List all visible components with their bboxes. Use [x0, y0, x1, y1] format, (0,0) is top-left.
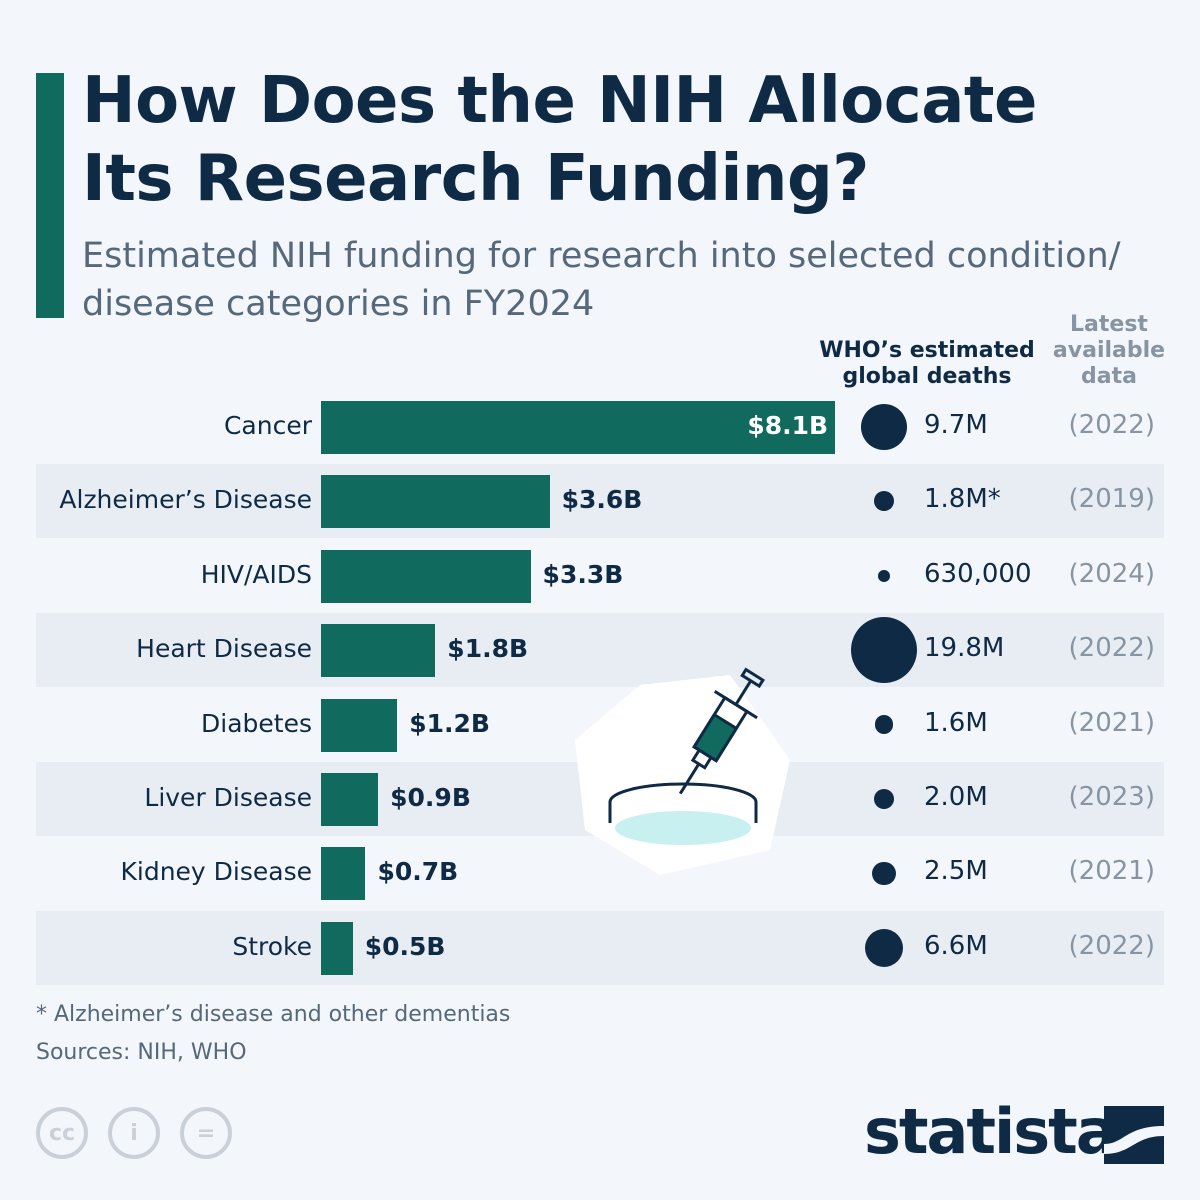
bar [321, 773, 379, 826]
bar [321, 475, 550, 529]
title-line-2: Its Research Funding? [82, 142, 869, 216]
row-stripe [36, 613, 1164, 688]
value-label: $3.3B [542, 559, 624, 589]
subtitle: Estimated NIH funding for research into … [82, 236, 1121, 324]
year-label: (2024) [1068, 558, 1155, 589]
value-label: $8.1B [747, 411, 829, 440]
bar [321, 549, 531, 603]
year-label: (2021) [1068, 707, 1155, 738]
category-label: Liver Disease [144, 783, 312, 812]
deaths-dot [872, 861, 896, 886]
deaths-dot [851, 617, 917, 684]
no-derivatives-icon[interactable]: = [180, 1107, 232, 1159]
value-label: $1.2B [409, 708, 490, 738]
title-line-1: How Does the NIH Allocate [82, 64, 1037, 138]
deaths-label: 1.6M [924, 707, 988, 738]
category-label: HIV/AIDS [200, 559, 312, 589]
year-label: (2023) [1068, 782, 1155, 812]
category-label: Alzheimer’s Disease [59, 485, 312, 515]
sources: Sources: NIH, WHO [36, 1040, 247, 1065]
statista-logo: statista [864, 1095, 1118, 1168]
category-label: Cancer [223, 411, 312, 440]
deaths-dot [874, 715, 894, 734]
year-label: (2022) [1068, 633, 1155, 664]
category-label: Kidney Disease [120, 857, 312, 887]
category-label: Heart Disease [136, 634, 312, 664]
value-label: $0.5B [364, 931, 446, 961]
syringe-illustration [575, 667, 790, 875]
deaths-column-header: WHO’s estimated global deaths [819, 338, 1035, 389]
row-stripe [36, 464, 1164, 539]
deaths-label: 630,000 [924, 558, 1032, 589]
bar [321, 624, 436, 678]
bar [321, 401, 836, 454]
year-label: (2019) [1068, 484, 1155, 515]
category-label: Stroke [232, 931, 312, 961]
year-label: (2021) [1068, 856, 1155, 887]
year-column-header: Latest available data [1052, 312, 1166, 389]
deaths-dot [878, 569, 890, 582]
deaths-dot [874, 491, 894, 512]
value-label: $0.7B [377, 857, 459, 887]
deaths-label: 2.0M [924, 782, 988, 812]
deaths-dot [873, 788, 895, 810]
deaths-label: 9.7M [924, 410, 988, 440]
deaths-label: 1.8M* [924, 484, 1001, 515]
title: How Does the NIH Allocate Its Research Fu… [82, 62, 1037, 218]
deaths-label: 6.6M [924, 930, 988, 961]
category-label: Diabetes [201, 708, 312, 738]
bar [321, 921, 353, 975]
deaths-label: 19.8M [924, 633, 1005, 664]
accent-bar [36, 73, 64, 318]
year-label: (2022) [1068, 930, 1155, 961]
footnote: * Alzheimer’s disease and other dementia… [36, 1002, 511, 1027]
value-label: $0.9B [390, 783, 471, 812]
deaths-dot [864, 928, 904, 967]
cc-icon[interactable]: cc [36, 1107, 88, 1159]
value-label: $1.8B [447, 634, 529, 664]
year-label: (2022) [1068, 410, 1155, 440]
bar [321, 698, 398, 752]
bar [321, 847, 366, 901]
deaths-label: 2.5M [924, 856, 988, 887]
deaths-dot [860, 403, 908, 451]
row-stripe [36, 910, 1164, 985]
statista-logo-mark [1104, 1106, 1164, 1164]
value-label: $3.6B [561, 485, 643, 515]
attribution-icon[interactable]: i [108, 1107, 160, 1159]
